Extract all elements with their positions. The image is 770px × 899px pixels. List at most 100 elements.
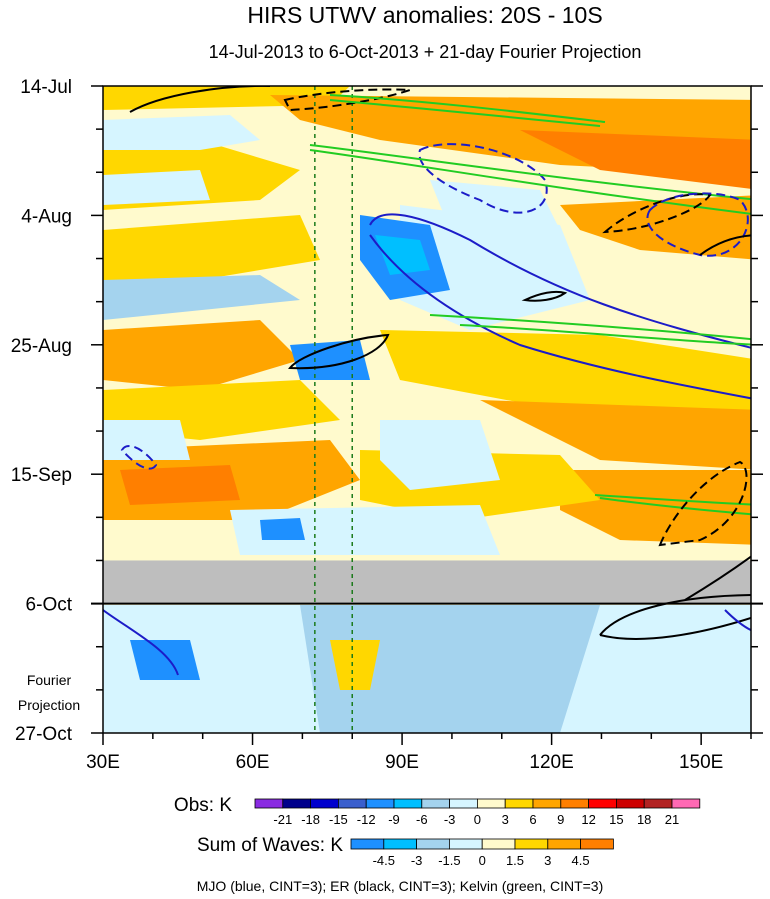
colorbar-level: -18: [301, 812, 320, 827]
kelvin-contour: [329, 99, 601, 127]
anomaly-patch: [230, 505, 500, 555]
mjo-contour: [646, 192, 749, 257]
colorbar-level: 0: [474, 812, 481, 827]
fourier-label-line1: Fourier: [27, 672, 72, 688]
x-tick-label: 30E: [86, 752, 120, 773]
mjo-contour: [724, 609, 751, 632]
colorbar-level: -15: [329, 812, 348, 827]
kelvin-contour: [309, 149, 751, 215]
er-contour: [283, 88, 411, 112]
colorbar-swatch: [532, 798, 562, 809]
colorbar-level: 6: [529, 812, 536, 827]
anomaly-patch: [380, 420, 500, 490]
anomaly-patch: [375, 235, 430, 275]
colorbar-level: 9: [557, 812, 564, 827]
colorbar-swatch: [514, 838, 549, 850]
x-tick-label: 90E: [385, 752, 419, 773]
colorbar-level: 3: [502, 812, 509, 827]
anomaly-patch: [260, 518, 305, 540]
y-tick-label: 4-Aug: [21, 206, 72, 227]
x-tick-label: 60E: [236, 752, 270, 773]
anomaly-patch: [103, 115, 260, 150]
colorbar-swatch: [310, 798, 339, 809]
colorbar-swatch: [383, 838, 417, 850]
mjo-contour: [369, 234, 751, 400]
missing-data-band: [103, 560, 751, 604]
chart-title: HIRS UTWV anomalies: 20S - 10S: [247, 2, 602, 28]
colorbar-level: 12: [581, 812, 595, 827]
colorbar-level: -1.5: [438, 853, 460, 868]
colorbar-level: -3: [411, 853, 423, 868]
colorbar-swatch: [580, 838, 614, 850]
colorbar-swatch: [449, 798, 478, 809]
colorbar-swatch: [282, 798, 311, 809]
colorbar-swatch: [476, 798, 506, 809]
plot-frame: [102, 85, 752, 734]
er-contour: [658, 460, 748, 547]
y-tick-label: 6-Oct: [26, 595, 73, 616]
anomaly-patch: [560, 195, 751, 260]
anomaly-patch: [103, 215, 320, 280]
colorbar-swatch: [421, 798, 450, 809]
colorbar-level: -4.5: [373, 853, 395, 868]
colorbar-swatch: [616, 798, 645, 809]
kelvin-contour: [594, 494, 751, 506]
colorbar-swatch: [560, 798, 589, 809]
colorbar-swatch: [643, 798, 673, 809]
colorbar-swatch: [448, 838, 483, 850]
waves-colorbar: Sum of Waves: K -4.5 -3 -1.5 0 1.5 3 4.5: [197, 835, 614, 868]
anomaly-patch: [130, 640, 200, 680]
colorbar-swatch: [254, 798, 284, 809]
anomaly-patch: [290, 340, 370, 380]
plot-area: [103, 86, 751, 733]
obs-colorbar: Obs: K -21 -18 -15 -12 -9 -6 -3 0 3 6 9 12 15 18 21: [174, 795, 701, 827]
er-contour: [288, 333, 390, 370]
colorbar-level: 3: [544, 853, 551, 868]
anomaly-patch: [330, 640, 380, 690]
anomaly-patch: [120, 465, 240, 505]
contour-legend-footer: MJO (blue, CINT=3); ER (black, CINT=3); …: [197, 878, 604, 894]
colorbar-swatch: [350, 838, 385, 850]
anomaly-patch: [560, 470, 751, 545]
kelvin-contour: [599, 497, 751, 516]
colorbar-swatch: [365, 798, 395, 809]
colorbar-swatch: [337, 798, 367, 809]
x-tick-label: 150E: [679, 752, 723, 773]
er-contour: [684, 555, 751, 601]
anomaly-patch: [520, 130, 751, 189]
anomaly-patch: [300, 605, 600, 733]
colorbar-swatch: [671, 798, 701, 809]
er-contour: [602, 193, 712, 234]
y-tick-label: 14-Jul: [20, 77, 72, 98]
colorbar-level: -3: [444, 812, 456, 827]
anomaly-field: [103, 86, 751, 733]
y-tick-label: 15-Sep: [11, 465, 72, 486]
kelvin-contour: [329, 94, 606, 123]
mjo-contour: [120, 445, 158, 470]
colorbar-level: -9: [388, 812, 400, 827]
colorbar-level: 15: [609, 812, 623, 827]
x-axis: 30E 60E 90E 120E 150E: [86, 733, 752, 773]
anomaly-patch: [380, 330, 751, 430]
y-tick-label: 25-Aug: [11, 336, 72, 357]
colorbar-level: -6: [416, 812, 428, 827]
colorbar-swatch: [416, 838, 450, 850]
y-axis: 14-Jul 4-Aug 25-Aug 15-Sep 6-Oct 27-Oct: [11, 77, 763, 745]
colorbar-label: Sum of Waves: K: [197, 835, 343, 856]
reference-lines: [314, 86, 353, 733]
colorbar-swatch: [481, 838, 516, 850]
fourier-label-line2: Projection: [18, 697, 80, 713]
anomaly-patch: [103, 320, 300, 390]
er-contour: [699, 234, 751, 256]
colorbar-level: 18: [637, 812, 651, 827]
anomaly-patch: [103, 275, 300, 320]
chart-subtitle: 14-Jul-2013 to 6-Oct-2013 + 21-day Fouri…: [209, 42, 642, 62]
anomaly-patch: [103, 420, 190, 460]
mjo-contour: [418, 143, 548, 214]
er-contour: [521, 290, 568, 302]
colorbar-swatch: [588, 798, 617, 809]
colorbar-swatch: [504, 798, 534, 809]
anomaly-patch: [103, 170, 210, 205]
colorbar-swatch: [393, 798, 423, 809]
